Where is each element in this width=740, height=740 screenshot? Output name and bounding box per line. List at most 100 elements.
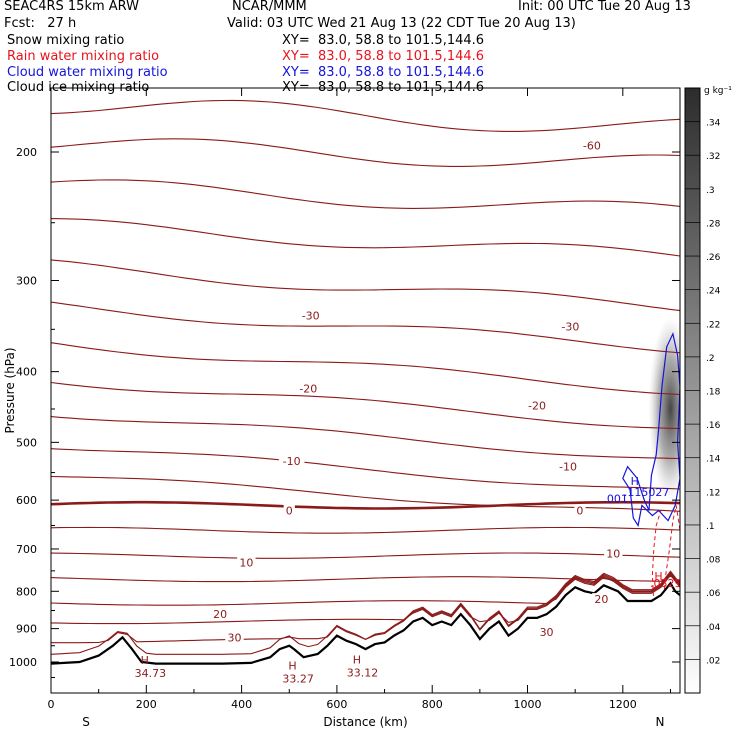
label-backdrop bbox=[579, 139, 605, 152]
colorbar-tick-label: .3 bbox=[706, 186, 715, 196]
isotherm-line bbox=[51, 13, 680, 41]
high-marker: H bbox=[141, 654, 149, 667]
colorbar-tick-label: .14 bbox=[706, 455, 721, 465]
isotherm-label: 10 bbox=[606, 547, 620, 560]
colorbar-tick-label: .26 bbox=[706, 253, 721, 263]
y-tick-label: 400 bbox=[16, 366, 37, 379]
colorbar-tick-label: .34 bbox=[706, 119, 721, 129]
isotherm-label: -70.73 bbox=[238, 5, 273, 18]
x-tick-label: 1200 bbox=[609, 698, 637, 711]
isotherm-line bbox=[51, 218, 680, 257]
field-ice-label: Cloud ice mixing ratio bbox=[7, 80, 150, 95]
plot-area: -70 -70.73 -60 -30 -30 -20 -20 -10 -10 0 0 10 10 20 20… bbox=[51, 0, 680, 693]
field-cloud-water-xy: XY= 83.0, 58.8 to 101.5,144.6 bbox=[282, 65, 485, 80]
y-axis-label: Pressure (hPa) bbox=[3, 347, 17, 433]
isotherm-label: -30 bbox=[561, 321, 579, 334]
cloud-water-label: .115027 bbox=[624, 486, 670, 499]
isotherm-line bbox=[51, 570, 680, 655]
x-axis-label: Distance (km) bbox=[323, 715, 407, 729]
isotherm-line bbox=[51, 52, 680, 77]
isotherm-line bbox=[51, 138, 680, 167]
isotherm-label: -10 bbox=[283, 455, 301, 468]
cloud-water-label: .001 bbox=[603, 493, 628, 506]
label-backdrop bbox=[555, 460, 581, 473]
colorbar: .02 .04 .06 .08 .1 .12 .14 .16 .18 .2 .22 .24 .26 .28… bbox=[684, 86, 732, 694]
isotherm-line bbox=[51, 99, 680, 132]
label-backdrop bbox=[225, 631, 244, 644]
isotherm-line bbox=[51, 179, 680, 209]
isotherm-line bbox=[51, 552, 680, 559]
label-backdrop bbox=[237, 556, 256, 569]
isotherm-label: 0 bbox=[576, 505, 583, 518]
label-backdrop bbox=[160, 28, 186, 40]
field-snow-label: Snow mixing ratio bbox=[7, 33, 125, 48]
isotherm-line bbox=[51, 526, 680, 534]
isotherm-line bbox=[51, 301, 680, 354]
colorbar-tick-label: .06 bbox=[706, 589, 721, 599]
model-title: SEAC4RS 15km ARW bbox=[4, 0, 140, 14]
cloud-water-contour bbox=[622, 331, 680, 528]
isotherm-label: 0 bbox=[286, 505, 293, 518]
colorbar-tick-label: .02 bbox=[706, 656, 720, 666]
field-rain-xy: XY= 83.0, 58.8 to 101.5,144.6 bbox=[282, 49, 485, 64]
colorbar-tick-label: .32 bbox=[706, 152, 720, 162]
label-backdrop bbox=[524, 399, 550, 412]
colorbar-unit: g kg⁻¹ bbox=[704, 86, 732, 96]
endpoint-south: S bbox=[82, 715, 90, 729]
forecast-hour: Fcst: 27 h bbox=[4, 16, 77, 31]
rain-water-label: H bbox=[654, 570, 662, 583]
label-backdrop bbox=[574, 504, 586, 517]
org-label: NCAR/MMM bbox=[232, 0, 307, 14]
colorbar-tick-label: .22 bbox=[706, 320, 720, 330]
colorbar-tick-label: .18 bbox=[706, 388, 721, 398]
high-marker: H bbox=[353, 653, 361, 666]
x-tick-label: 400 bbox=[231, 698, 252, 711]
isotherm-line bbox=[51, 475, 680, 512]
label-backdrop bbox=[592, 593, 611, 606]
init-time: Init: 00 UTC Tue 20 Aug 13 bbox=[518, 0, 691, 14]
field-ice-xy: XY= 83.0, 58.8 to 101.5,144.6 bbox=[282, 80, 485, 95]
isotherm-label: 20 bbox=[213, 608, 227, 621]
colorbar-tick-label: .12 bbox=[706, 488, 720, 498]
isotherm-line bbox=[51, 572, 680, 625]
x-tick-label: 1000 bbox=[514, 698, 542, 711]
isotherm-line bbox=[51, 0, 680, 1]
field-rain-label: Rain water mixing ratio bbox=[7, 49, 160, 64]
isotherm-line bbox=[51, 574, 680, 606]
cloud-water-label: H bbox=[631, 475, 639, 488]
high-marker: H bbox=[288, 659, 296, 672]
isotherm-label: -30 bbox=[302, 309, 320, 322]
y-tick-label: 700 bbox=[16, 543, 37, 556]
label-backdrop bbox=[604, 547, 623, 560]
y-tick-label: 1000 bbox=[9, 656, 37, 669]
x-tick-label: 800 bbox=[422, 698, 443, 711]
colorbar-tick-label: .28 bbox=[706, 219, 721, 229]
label-backdrop bbox=[295, 382, 322, 395]
isotherm-line bbox=[51, 381, 680, 430]
colorbar-tick-label: .2 bbox=[706, 354, 715, 364]
isotherm-label: 30 bbox=[540, 626, 554, 639]
isotherm-label: 30 bbox=[227, 631, 241, 644]
isotherm-label: 10 bbox=[239, 556, 253, 569]
isotherm-label: -60 bbox=[583, 140, 601, 153]
y-tick-label: 500 bbox=[16, 436, 37, 449]
isotherm-label: -20 bbox=[299, 383, 317, 396]
high-value: 34.73 bbox=[135, 667, 167, 680]
isotherm-0c bbox=[51, 500, 680, 510]
colorbar-tick-label: .16 bbox=[706, 421, 721, 431]
isotherm-label: -70 bbox=[164, 28, 182, 41]
label-backdrop bbox=[537, 626, 556, 639]
rain-water-contour bbox=[662, 505, 680, 604]
isotherm-label: -10 bbox=[559, 461, 577, 474]
colorbar-tick-label: .1 bbox=[706, 522, 715, 532]
plot-frame bbox=[50, 87, 681, 694]
label-backdrop bbox=[297, 309, 324, 322]
isotherm-label: 20 bbox=[594, 593, 608, 606]
isotherm-line bbox=[51, 448, 680, 490]
x-tick-label: 600 bbox=[326, 698, 347, 711]
x-tick-label: 0 bbox=[48, 698, 55, 711]
terrain-fill bbox=[51, 583, 680, 693]
y-tick-label: 600 bbox=[16, 494, 37, 507]
